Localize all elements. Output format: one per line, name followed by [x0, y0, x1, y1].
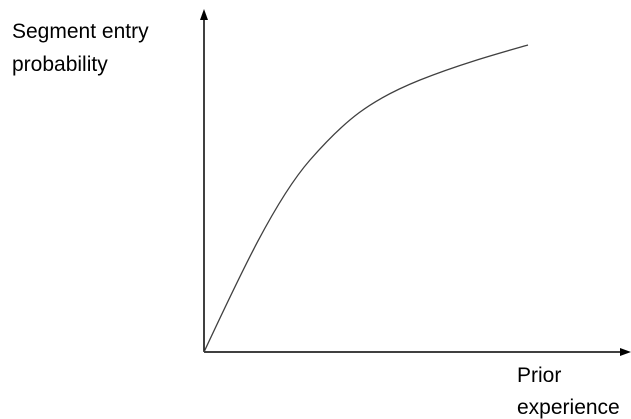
x-axis-label: Prior experience [517, 364, 620, 419]
y-axis-label-line-2: probability [12, 53, 108, 76]
x-axis-label-line-1: Prior [517, 364, 561, 387]
y-axis-label-line-1: Segment entry [12, 20, 149, 43]
y-axis-arrowhead [200, 9, 208, 20]
x-axis-label-line-2: experience [517, 396, 620, 419]
y-axis-label: Segment entry probability [12, 20, 154, 76]
probability-curve [203, 44, 529, 353]
x-axis-arrowhead [620, 348, 631, 356]
